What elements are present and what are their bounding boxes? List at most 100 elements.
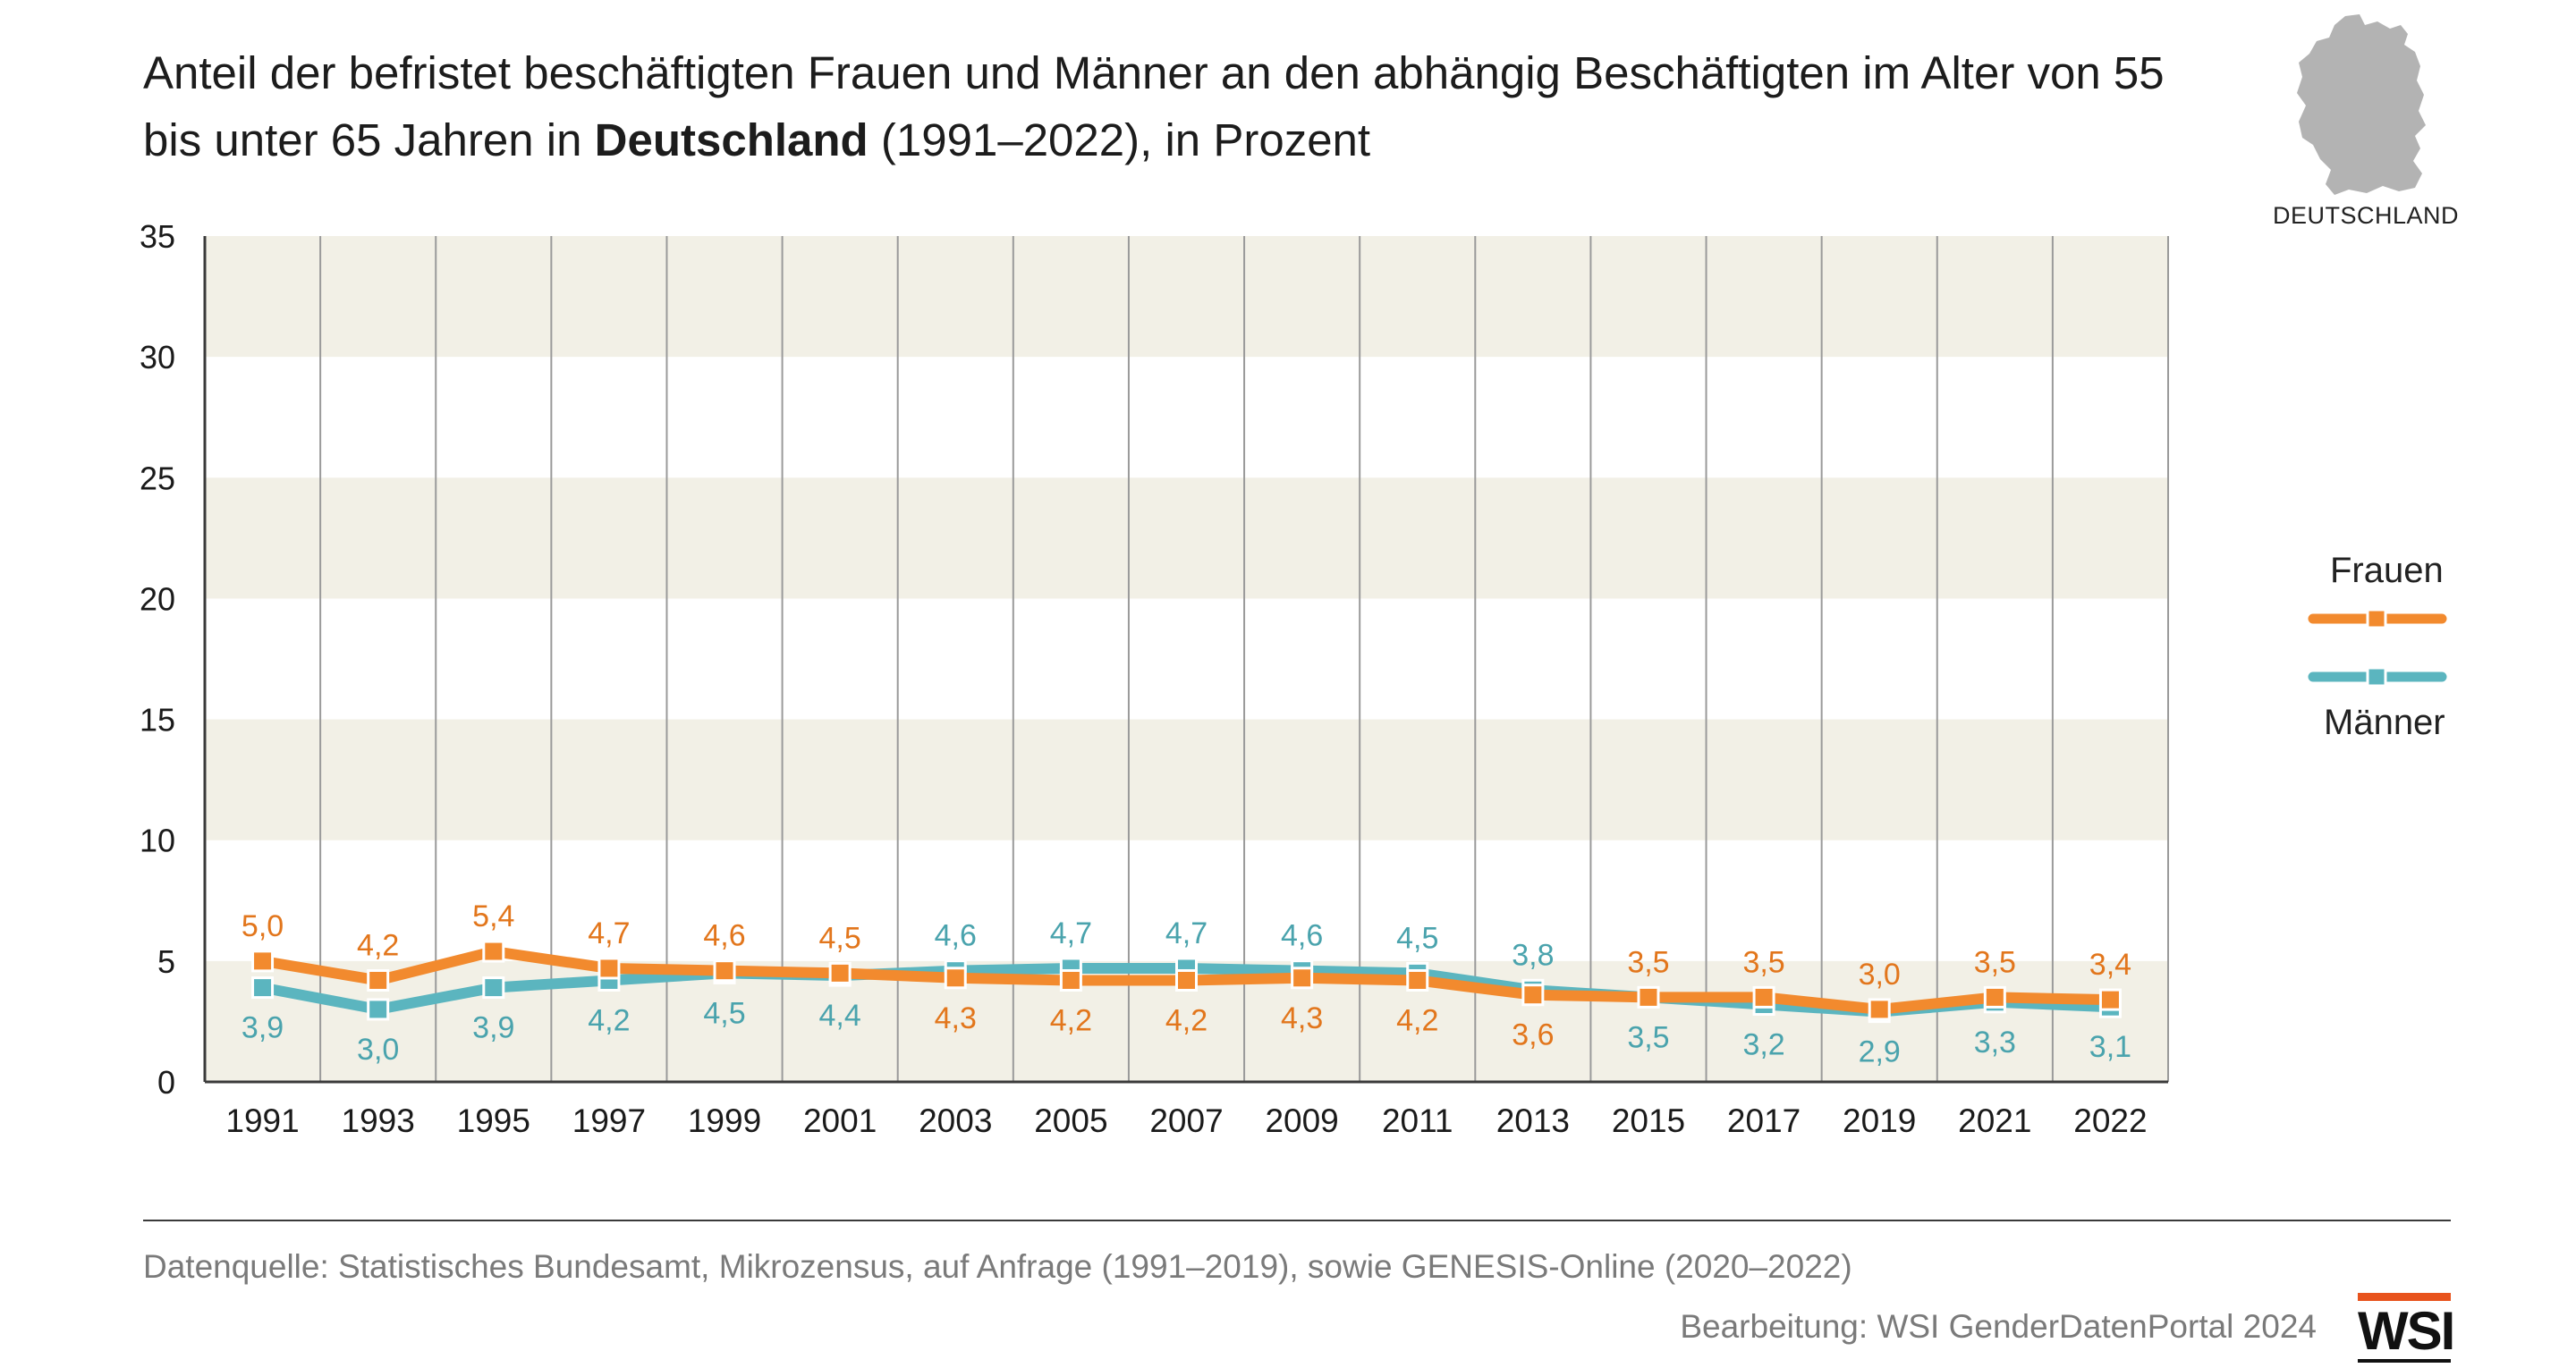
data-label-maenner: 3,3 — [1974, 1026, 2016, 1060]
x-tick-label: 2017 — [1727, 1102, 1801, 1139]
data-label-maenner: 3,9 — [472, 1011, 514, 1045]
y-tick-label: 30 — [140, 339, 175, 376]
x-tick-label: 1993 — [342, 1102, 415, 1139]
data-label-maenner: 4,6 — [1281, 919, 1323, 953]
grid-band — [205, 719, 2168, 840]
x-tick-label: 1995 — [457, 1102, 530, 1139]
legend-label-maenner: Männer — [2324, 703, 2445, 742]
line-chart: 0 5 10 15 20 25 30 35 1991 1993 1995 1997 1999 2001 20… — [140, 218, 2169, 1139]
data-label-maenner: 3,8 — [1512, 938, 1554, 972]
legend-swatch-maenner — [2308, 666, 2447, 688]
data-label-maenner: 3,5 — [1627, 1020, 1669, 1054]
x-tick-label: 2009 — [1265, 1102, 1338, 1139]
data-point-frauen — [1406, 968, 1429, 992]
data-label-maenner: 4,7 — [1165, 916, 1208, 950]
data-point-frauen — [1752, 985, 1775, 1009]
y-tick-label: 5 — [157, 943, 175, 980]
data-label-frauen: 3,5 — [1742, 945, 1784, 979]
title-region: Deutschland — [594, 114, 869, 165]
grid-band — [205, 477, 2168, 599]
data-point-maenner — [367, 998, 390, 1021]
data-label-maenner: 4,5 — [1396, 921, 1438, 955]
x-tick-label: 2022 — [2073, 1102, 2147, 1139]
legend-swatch-frauen — [2308, 608, 2447, 629]
data-label-frauen: 3,6 — [1512, 1018, 1554, 1052]
x-tick-label: 1997 — [572, 1102, 646, 1139]
data-point-maenner — [251, 976, 275, 1000]
data-label-frauen: 3,0 — [1859, 958, 1901, 992]
y-tick-label: 25 — [140, 460, 175, 496]
data-point-frauen — [1175, 968, 1198, 992]
data-label-frauen: 3,5 — [1627, 945, 1669, 979]
data-point-frauen — [367, 968, 390, 992]
data-point-frauen — [1983, 985, 2006, 1009]
data-point-frauen — [2098, 988, 2122, 1011]
data-label-frauen: 4,2 — [1165, 1003, 1208, 1037]
y-tick-label: 35 — [140, 218, 175, 255]
data-label-maenner: 2,9 — [1859, 1035, 1901, 1069]
credit-line: Bearbeitung: WSI GenderDatenPortal 2024 — [1680, 1308, 2317, 1345]
footer-divider — [143, 1220, 2451, 1221]
data-label-frauen: 4,2 — [357, 928, 399, 962]
data-point-frauen — [713, 959, 736, 983]
data-source: Datenquelle: Statistisches Bundesamt, Mi… — [143, 1248, 1852, 1285]
data-point-frauen — [1637, 985, 1660, 1009]
data-label-frauen: 4,3 — [1281, 1001, 1323, 1035]
data-point-frauen — [1059, 968, 1082, 992]
germany-map-icon — [2290, 13, 2442, 200]
data-point-frauen — [1521, 984, 1545, 1007]
legend-label-frauen: Frauen — [2330, 551, 2444, 590]
x-tick-label: 2001 — [803, 1102, 877, 1139]
y-tick-label: 0 — [157, 1064, 175, 1101]
data-label-frauen: 4,5 — [819, 921, 861, 955]
data-point-frauen — [828, 961, 852, 984]
x-tick-label: 2011 — [1382, 1102, 1453, 1139]
x-tick-label: 2005 — [1034, 1102, 1107, 1139]
germany-map-shape — [2297, 14, 2426, 195]
x-tick-label: 2003 — [919, 1102, 992, 1139]
x-tick-label: 1999 — [688, 1102, 761, 1139]
data-label-frauen: 4,7 — [588, 916, 630, 950]
grid-band — [205, 236, 2168, 358]
chart-title: Anteil der befristet beschäftigten Fraue… — [143, 39, 2200, 173]
data-label-frauen: 4,6 — [703, 919, 745, 953]
data-label-maenner: 4,5 — [703, 996, 745, 1030]
data-label-maenner: 4,6 — [935, 919, 977, 953]
data-label-frauen: 5,0 — [242, 909, 284, 943]
data-label-frauen: 5,4 — [472, 899, 514, 933]
logo-accent-bar — [2358, 1293, 2451, 1301]
data-point-frauen — [251, 950, 275, 973]
data-label-maenner: 4,4 — [819, 999, 861, 1033]
data-label-maenner: 4,7 — [1050, 916, 1092, 950]
x-tick-label: 1991 — [225, 1102, 299, 1139]
logo-underline — [2358, 1359, 2451, 1363]
data-label-maenner: 4,2 — [588, 1003, 630, 1037]
x-tick-label: 2013 — [1496, 1102, 1570, 1139]
map-caption: DEUTSCHLAND — [2272, 202, 2460, 229]
x-tick-label: 2007 — [1149, 1102, 1223, 1139]
title-part-2: (1991–2022), in Prozent — [868, 114, 1371, 165]
logo-text: WSI — [2358, 1301, 2455, 1361]
data-point-frauen — [597, 957, 621, 980]
data-point-maenner — [482, 976, 505, 1000]
data-label-frauen: 3,5 — [1974, 945, 2016, 979]
data-label-maenner: 3,1 — [2089, 1030, 2131, 1064]
data-label-frauen: 4,2 — [1050, 1003, 1092, 1037]
wsi-logo: WSI — [2358, 1293, 2455, 1364]
data-label-maenner: 3,9 — [242, 1011, 284, 1045]
data-point-frauen — [1291, 967, 1314, 990]
data-label-maenner: 3,2 — [1742, 1028, 1784, 1062]
data-label-frauen: 4,3 — [935, 1001, 977, 1035]
data-label-maenner: 3,0 — [357, 1033, 399, 1067]
data-point-frauen — [482, 940, 505, 963]
y-tick-label: 10 — [140, 823, 175, 859]
data-label-frauen: 4,2 — [1396, 1003, 1438, 1037]
x-tick-label: 2019 — [1843, 1102, 1916, 1139]
data-point-frauen — [1868, 998, 1891, 1021]
y-tick-label: 15 — [140, 702, 175, 739]
data-label-frauen: 3,4 — [2089, 948, 2131, 982]
x-tick-label: 2021 — [1958, 1102, 2031, 1139]
x-tick-label: 2015 — [1612, 1102, 1685, 1139]
data-point-frauen — [944, 967, 967, 990]
title-part-1: Anteil der befristet beschäftigten Fraue… — [143, 47, 2165, 165]
